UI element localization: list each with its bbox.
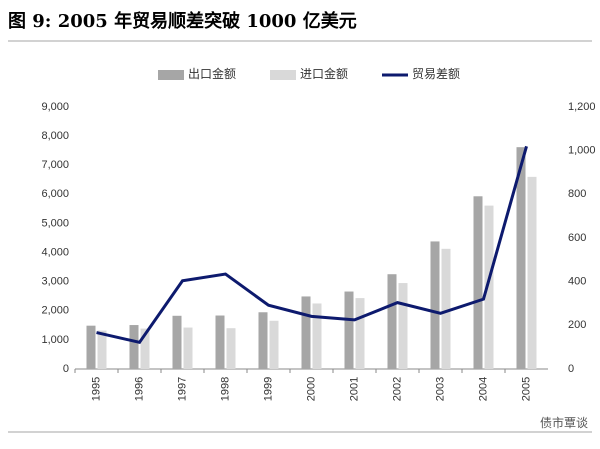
bar (441, 248, 451, 369)
bar (355, 298, 365, 369)
legend-label: 出口金额 (188, 66, 236, 81)
bar (226, 328, 236, 369)
bar (516, 147, 526, 369)
x-tick-label: 1995 (90, 377, 102, 401)
legend-label: 进口金额 (300, 66, 348, 81)
bar (129, 325, 139, 369)
bar (183, 327, 193, 369)
y2-tick-label: 1,000 (568, 145, 596, 157)
legend-label: 贸易差额 (412, 67, 460, 81)
y-tick-label: 2,000 (41, 305, 69, 317)
bar (484, 205, 494, 369)
line (96, 145, 528, 345)
bar (258, 312, 268, 369)
legend-swatch (158, 70, 184, 80)
bar (86, 325, 96, 369)
y-tick-label: 1,000 (41, 334, 69, 346)
x-tick-label: 2002 (391, 377, 403, 401)
y-tick-label: 4,000 (41, 246, 69, 258)
x-tick-label: 2003 (434, 377, 446, 401)
bar (140, 328, 150, 369)
x-tick-label: 2005 (520, 377, 532, 401)
bar (344, 291, 354, 369)
x-tick-label: 2001 (348, 377, 360, 401)
chart-title: 图 9: 2005 年贸易顺差突破 1000 亿美元 (8, 10, 357, 32)
y2-tick-label: 600 (568, 232, 586, 244)
bar (215, 315, 225, 369)
bar (473, 196, 483, 369)
bar (172, 315, 182, 369)
bar (312, 303, 322, 369)
y2-tick-label: 0 (568, 363, 574, 375)
legend-swatch (270, 70, 296, 80)
y2-tick-label: 200 (568, 319, 586, 331)
x-tick-label: 2004 (477, 377, 489, 401)
watermark: 债市覃谈 (540, 415, 588, 430)
y-tick-label: 5,000 (41, 217, 69, 229)
x-tick-label: 1999 (262, 377, 274, 401)
y-tick-label: 7,000 (41, 159, 69, 171)
x-tick-label: 1997 (176, 377, 188, 401)
y-tick-label: 3,000 (41, 276, 69, 288)
y2-tick-label: 1,200 (568, 101, 596, 113)
y-tick-label: 8,000 (41, 130, 69, 142)
bar (97, 330, 107, 369)
bar (430, 241, 440, 369)
bar (269, 320, 279, 369)
x-tick-label: 2000 (305, 377, 317, 401)
bar (387, 274, 397, 369)
y-tick-label: 6,000 (41, 188, 69, 200)
y-tick-label: 9,000 (41, 101, 69, 113)
y2-tick-label: 400 (568, 276, 586, 288)
y-tick-label: 0 (63, 363, 69, 375)
x-tick-label: 1998 (219, 377, 231, 401)
bar (301, 296, 311, 369)
bar (398, 283, 408, 369)
bar (527, 176, 537, 369)
y2-tick-label: 800 (568, 188, 586, 200)
x-tick-label: 1996 (133, 377, 145, 401)
